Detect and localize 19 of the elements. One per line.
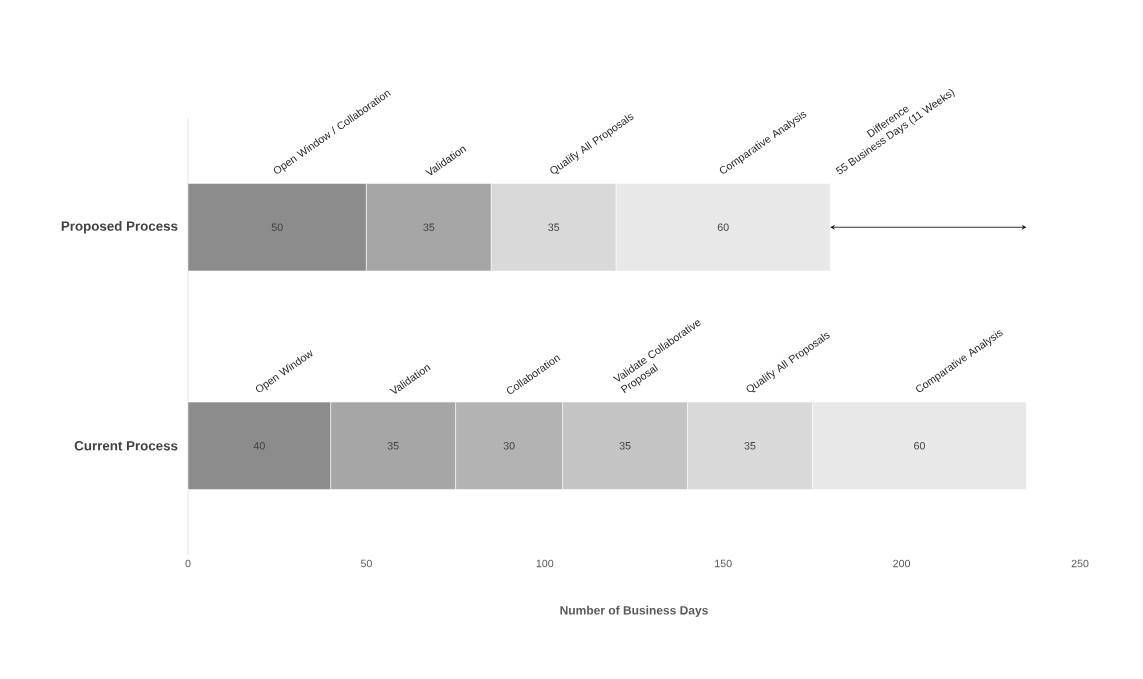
x-axis-title: Number of Business Days [560, 605, 708, 617]
data-label: 35 [387, 441, 399, 450]
data-label: 50 [271, 223, 283, 232]
x-tick-label: 0 [185, 559, 191, 568]
x-tick-label: 100 [536, 559, 554, 568]
x-tick-label: 50 [360, 559, 372, 568]
x-tick-label: 200 [893, 559, 911, 568]
data-label: 40 [253, 441, 265, 450]
data-label: 30 [503, 441, 515, 450]
data-label: 35 [548, 223, 560, 232]
data-label: 35 [619, 441, 631, 450]
x-tick-label: 250 [1071, 559, 1089, 568]
data-label: 35 [423, 223, 435, 232]
y-tick-label: Proposed Process [61, 221, 178, 234]
data-label: 60 [717, 223, 729, 232]
y-tick-label: Current Process [74, 441, 178, 451]
data-label: 35 [744, 441, 756, 450]
x-tick-label: 150 [715, 559, 732, 568]
data-label: 60 [914, 441, 925, 450]
